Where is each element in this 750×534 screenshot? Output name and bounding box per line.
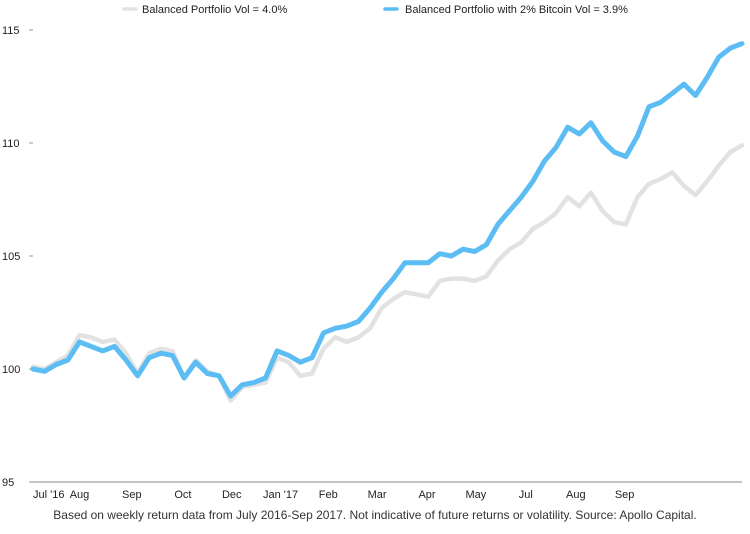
legend-label-1: Balanced Portfolio Vol = 4.0%: [142, 4, 287, 16]
x-tick-label: Mar: [368, 489, 387, 501]
y-tick-label: 105: [2, 251, 20, 263]
x-tick-label: Jul '16: [33, 489, 64, 501]
x-tick-label: Sep: [122, 489, 142, 501]
x-tick-label: Jan '17: [263, 489, 298, 501]
y-tick-label: 115: [2, 25, 20, 37]
x-tick-label: Apr: [418, 489, 435, 501]
series-lines: [30, 41, 745, 403]
y-tick-label: 110: [2, 138, 20, 150]
axes: 95 100 105 110 115 Jul '16 Aug Sep Oct Dec Jan '17…: [2, 25, 742, 501]
y-tick-label: 95: [2, 477, 14, 489]
y-tick-label: 100: [2, 364, 20, 376]
x-tick-label: Oct: [174, 489, 191, 501]
x-tick-label: Aug: [70, 489, 90, 501]
x-tick-label: Dec: [222, 489, 242, 501]
series-line-2: [30, 41, 745, 399]
x-tick-label: Aug: [566, 489, 586, 501]
x-tick-label: Jul: [519, 489, 533, 501]
series-line-1: [30, 143, 745, 403]
legend-label-2: Balanced Portfolio with 2% Bitcoin Vol =…: [405, 4, 628, 16]
x-tick-label: May: [465, 489, 486, 501]
chart-caption: Based on weekly return data from July 20…: [53, 508, 697, 522]
legend: Balanced Portfolio Vol = 4.0% Balanced Po…: [122, 4, 628, 16]
x-tick-label: Feb: [319, 489, 338, 501]
x-tick-label: Sep: [615, 489, 635, 501]
